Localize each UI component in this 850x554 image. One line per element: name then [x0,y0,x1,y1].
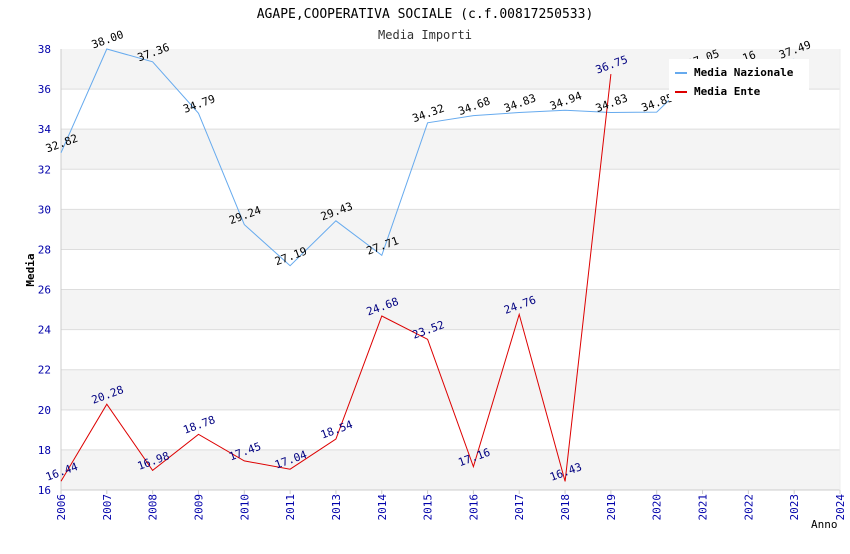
y-tick-label: 22 [38,364,51,377]
x-tick-label: 2014 [376,494,389,521]
grid-band [61,249,840,290]
grid-band [61,409,840,450]
y-tick-label: 38 [38,43,51,56]
legend-label: Media Nazionale [694,66,794,79]
x-axis-label: Anno [811,518,838,531]
x-tick-label: 2015 [422,494,435,521]
grid-band [61,329,840,370]
legend-label: Media Ente [694,85,761,98]
x-tick-label: 2006 [55,494,68,521]
x-tick-label: 2008 [147,494,160,521]
legend-box [669,59,809,101]
series-line-media-ente [60,74,612,482]
y-tick-label: 36 [38,83,51,96]
data-label: 38.00 [90,28,126,52]
x-tick-label: 2020 [651,494,664,521]
grid-band [61,169,840,210]
x-tick-label: 2010 [238,494,251,521]
y-tick-label: 16 [38,484,51,497]
x-tick-label: 2011 [284,494,297,521]
chart-title: AGAPE,COOPERATIVA SOCIALE (c.f.008172505… [257,7,594,22]
y-tick-label: 20 [38,404,51,417]
y-ticks: 16 18 20 22 24 26 28 30 32 34 36 38 [38,43,52,497]
y-tick-label: 18 [38,444,51,457]
x-tick-label: 2019 [605,494,618,521]
x-tick-label: 2021 [697,494,710,521]
x-tick-label: 2013 [330,494,343,521]
x-tick-label: 2018 [559,494,572,521]
x-tick-label: 2017 [513,494,526,521]
x-tick-label: 2022 [742,494,755,521]
grid-band [61,289,840,330]
grid-bands [61,49,840,491]
x-tick-label: 2009 [192,494,205,521]
grid-band [61,209,840,250]
x-tick-label: 2023 [788,494,801,521]
y-tick-label: 30 [38,203,51,216]
x-tick-label: 2016 [467,494,480,521]
y-axis-label: Media [24,253,37,286]
grid-band [61,129,840,170]
y-tick-label: 32 [38,163,51,176]
axes [60,49,841,491]
x-ticks: 2006 2007 2008 2009 2010 2011 2013 2014 2015 2016… [55,490,847,521]
y-tick-label: 28 [38,243,51,256]
grid-band [61,449,840,490]
y-tick-label: 24 [38,324,52,337]
chart-subtitle: Media Importi [378,28,472,42]
x-tick-label: 2024 [834,494,847,521]
legend: Media Nazionale Media Ente [669,59,809,101]
x-tick-label: 2007 [101,494,114,521]
y-tick-label: 26 [38,284,51,297]
y-tick-label: 34 [38,123,52,136]
